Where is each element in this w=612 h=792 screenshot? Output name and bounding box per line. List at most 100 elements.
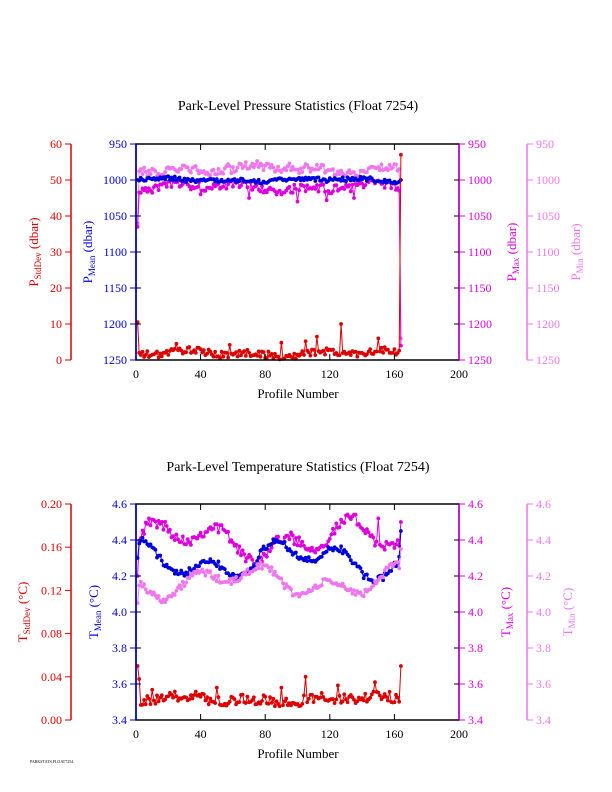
pressure-max-axis-label-unit: (dbar): [504, 223, 519, 258]
temperature-stddev-point: [190, 696, 195, 701]
pressure-min-tick-label: 1050: [536, 209, 560, 223]
pressure-mean-tick-label: 950: [109, 137, 127, 151]
temperature-min-point: [371, 583, 376, 588]
temperature-mean-point: [361, 576, 366, 581]
pressure-max-point: [155, 184, 159, 188]
pressure-stddev-point: [392, 347, 397, 351]
pressure-min-point: [387, 163, 392, 167]
pressure-min-tick-label: 1250: [536, 353, 560, 367]
pressure-max-point: [245, 185, 250, 190]
pressure-max-line: [137, 178, 402, 346]
temperature-max-point: [180, 534, 185, 539]
temperature-stddev-point: [334, 697, 339, 702]
temperature-stddev-tick-label: 0.16: [41, 540, 62, 554]
pressure-min-point: [266, 162, 271, 166]
temperature-max-tick-label: 3.8: [468, 641, 483, 655]
temperature-max-point: [310, 545, 314, 550]
temperature-mean-point: [360, 569, 364, 574]
temperature-min-point: [208, 569, 213, 574]
pressure-stddev-point: [368, 347, 373, 351]
pressure-mean-point: [214, 177, 219, 182]
temperature-stddev-point: [340, 699, 345, 704]
temperature-mean-point: [148, 542, 153, 547]
temperature-max-point: [300, 539, 305, 544]
pressure-stddev-point: [143, 352, 148, 357]
temperature-max-point: [219, 523, 224, 528]
temperature-min-point: [382, 568, 387, 573]
temperature-min-point: [201, 570, 206, 574]
temperature-min-point: [190, 573, 195, 578]
pressure-max-tick-label: 1200: [468, 317, 492, 331]
temperature-stddev-axis-label-unit: (°C): [15, 582, 30, 608]
temperature-stddev-point: [397, 699, 402, 704]
temperature-x-tick-label: 120: [321, 727, 339, 741]
pressure-stddev-point: [355, 354, 360, 359]
temperature-stddev-point: [147, 696, 151, 701]
temperature-stddev-point: [216, 695, 221, 700]
temperature-mean-axis-label-main: T: [86, 631, 101, 639]
temperature-mean-point: [347, 554, 352, 559]
temperature-max-point: [245, 556, 250, 560]
pressure-mean-point: [363, 176, 368, 180]
temperature-max-point: [248, 555, 253, 559]
temperature-stddev-point: [184, 695, 189, 700]
pressure-max-point: [277, 188, 282, 193]
temperature-max-point: [287, 537, 292, 542]
pressure-stddev-point: [211, 354, 216, 359]
pressure-mean-point: [382, 177, 387, 182]
pressure-min-tick-label: 950: [536, 137, 554, 151]
pressure-max-point: [195, 185, 200, 189]
pressure-stddev-point: [201, 348, 206, 353]
pressure-stddev-point: [258, 354, 263, 359]
pressure-mean-point: [348, 178, 353, 183]
pressure-stddev-point: [390, 351, 395, 355]
temperature-max-point: [308, 548, 313, 553]
temperature-stddev-point: [213, 701, 218, 705]
temperature-mean-point: [206, 560, 211, 565]
temperature-stddev-point: [192, 693, 197, 697]
temperature-max-point: [329, 532, 334, 537]
temperature-min-point: [231, 576, 235, 581]
temperature-min-point: [305, 590, 310, 595]
temperature-max-point: [295, 543, 300, 548]
temperature-max-point: [395, 538, 400, 542]
temperature-mean-point: [182, 573, 187, 578]
temperature-mean-point: [177, 571, 182, 576]
temperature-min-axis-label-main: T: [560, 628, 575, 636]
pressure-min-point: [250, 161, 255, 166]
pressure-stddev-point: [313, 353, 318, 357]
pressure-x-tick-label: 200: [450, 367, 468, 381]
pressure-min-point: [143, 169, 148, 174]
pressure-stddev-point: [292, 351, 297, 356]
temperature-stddev-point: [331, 697, 335, 701]
temperature-stddev-point: [243, 701, 248, 705]
temperature-stddev-point: [277, 704, 282, 709]
temperature-max-tick-label: 4.6: [468, 497, 483, 511]
pressure-stddev-point: [140, 349, 145, 354]
temperature-mean-point: [319, 554, 324, 559]
temperature-max-point: [302, 543, 306, 548]
pressure-stddev-axis: 0 10 20 30 40 50 60: [50, 137, 72, 367]
temperature-stddev-tick-label: 0.12: [41, 583, 62, 597]
temperature-stddev-point: [361, 698, 366, 703]
temperature-max-point: [381, 545, 385, 549]
temperature-stddev-point: [142, 698, 147, 702]
temperature-min-tick-label: 3.4: [536, 713, 551, 727]
pressure-stddev-point: [321, 348, 326, 353]
pressure-max-point: [250, 188, 255, 192]
temperature-stddev-point: [337, 694, 342, 698]
pressure-max-point: [150, 190, 155, 195]
pressure-min-point: [193, 164, 198, 168]
pressure-mean-point: [365, 179, 369, 183]
temperature-min-point: [358, 590, 363, 595]
temperature-stddev-point: [381, 695, 385, 700]
pressure-stddev-tick-label: 60: [50, 137, 62, 151]
temperature-min-point: [273, 569, 277, 574]
pressure-min-point: [271, 165, 276, 170]
temperature-mean-tick-label: 3.8: [112, 641, 127, 655]
pressure-mean-point: [357, 178, 361, 182]
pressure-stddev-point: [179, 348, 184, 353]
temperature-min-axis: 3.4 3.6 3.8 4.0 4.2 4.4 4.6: [526, 497, 551, 727]
pressure-stddev-point: [256, 349, 261, 354]
pressure-stddev-axis-label-sub: StdDev: [33, 252, 43, 280]
